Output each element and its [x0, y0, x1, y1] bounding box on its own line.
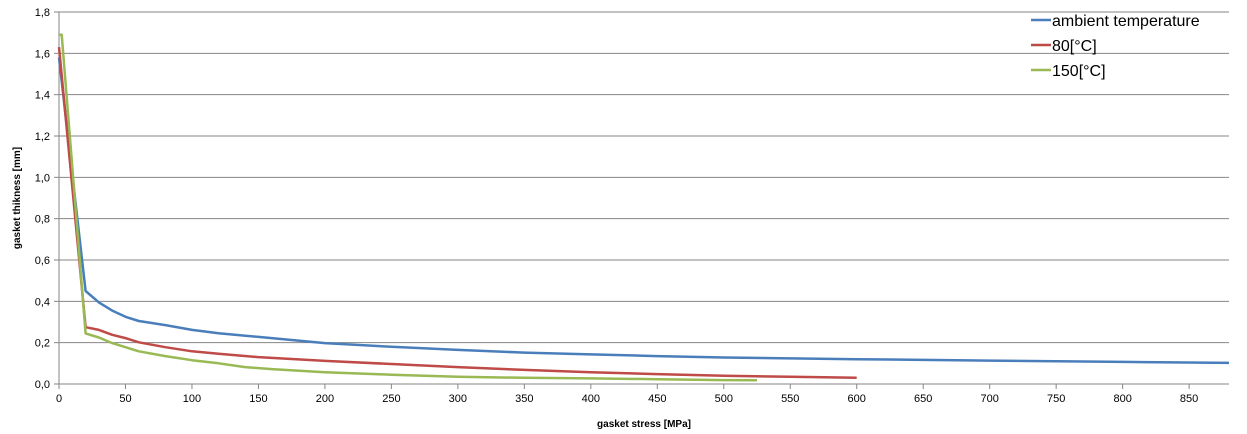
x-tick-label: 400	[582, 393, 600, 405]
series-group	[57, 33, 1230, 382]
y-tick-label: 1,0	[35, 172, 50, 184]
x-tick-label: 800	[1113, 393, 1131, 405]
series-line-1	[57, 46, 857, 380]
y-tick-label: 1,2	[35, 131, 50, 143]
legend-label-1: 80[°C]	[1052, 38, 1097, 55]
series-line-0	[57, 57, 1230, 365]
y-tick-label: 0,8	[35, 214, 50, 226]
x-tick-label: 350	[515, 393, 533, 405]
y-tick-label: 0,0	[35, 379, 50, 391]
x-tick-label: 600	[848, 393, 866, 405]
y-tick-label: 1,8	[35, 7, 50, 19]
x-tick-label: 150	[249, 393, 267, 405]
y-tick-label: 1,4	[35, 90, 50, 102]
x-tick-label: 750	[1047, 393, 1065, 405]
x-tick-label: 50	[119, 393, 131, 405]
axes: 0,0 0,2 0,4 0,6 0,8 1,0 1,2 1,4 1,6 1,8 0 50 100 150 2…	[35, 7, 1229, 405]
y-tick-label: 0,6	[35, 255, 50, 267]
x-tick-label: 550	[781, 393, 799, 405]
y-tick-label: 0,2	[35, 338, 50, 350]
legend-label-0: ambient temperature	[1052, 13, 1200, 30]
y-tick-label: 0,4	[35, 296, 50, 308]
y-axis-title: gasket thikness [mm]	[12, 147, 23, 249]
x-tick-label: 200	[316, 393, 334, 405]
x-tick-label: 500	[715, 393, 733, 405]
x-tick-label: 300	[449, 393, 467, 405]
series-line-2	[59, 33, 758, 382]
x-tick-label: 250	[382, 393, 400, 405]
legend-label-2: 150[°C]	[1052, 63, 1106, 80]
grid-lines	[59, 11, 1229, 344]
x-tick-label: 450	[648, 393, 666, 405]
x-tick-label: 850	[1180, 393, 1198, 405]
y-tick-label: 1,6	[35, 48, 50, 60]
legend: ambient temperature 80[°C] 150[°C]	[1031, 13, 1200, 80]
x-axis-title: gasket stress [MPa]	[597, 419, 691, 430]
x-tick-label: 700	[981, 393, 999, 405]
x-tick-label: 0	[56, 393, 62, 405]
x-tick-label: 100	[183, 393, 201, 405]
x-tick-label: 650	[914, 393, 932, 405]
